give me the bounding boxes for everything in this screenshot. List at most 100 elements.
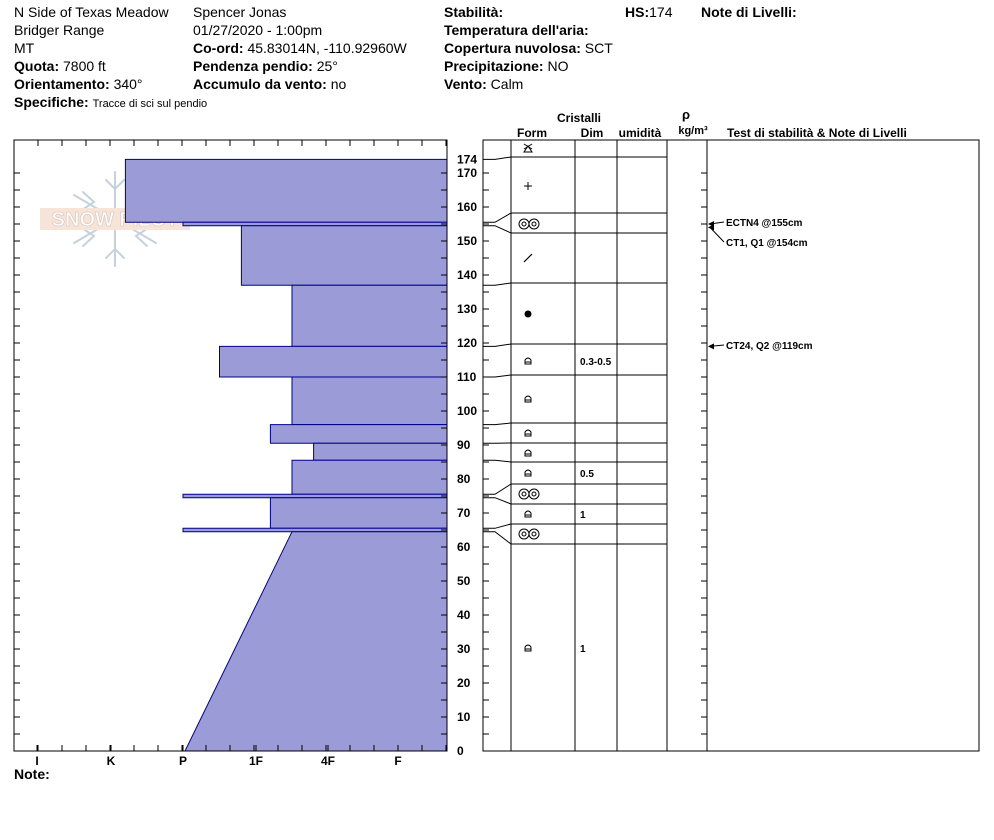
- grain-facet-icon: [524, 395, 532, 403]
- hardness-tick-label: 4F: [321, 754, 335, 768]
- hardness-bar: [291, 284, 448, 347]
- hoar-ring: [518, 218, 530, 230]
- layer-connector: [483, 459, 512, 463]
- grain-newsnow-icon: [524, 182, 532, 190]
- facet-shape: [524, 469, 532, 477]
- height-axis: 0 10 20 30 40 50 60 70 80 90 100 110 120 130 140 150 160…: [14, 152, 707, 758]
- precip-value: NO: [547, 58, 569, 74]
- hardness-profile: [124, 158, 448, 752]
- stability-tests: ECTN4 @155cm CT1, Q1 @154cm CT24, Q2 @119c…: [708, 218, 813, 352]
- hardness-bar: [219, 345, 448, 378]
- tests-header: Test di stabilità & Note di Livelli: [727, 126, 907, 140]
- grain-size-label: 1: [580, 644, 586, 655]
- elevation-value: 7800 ft: [63, 58, 106, 74]
- height-tick-label: 90: [457, 438, 471, 452]
- cross-b: [523, 143, 533, 150]
- aspect: Orientamento: 340°: [14, 75, 143, 93]
- coord-value: 45.83014N, -110.92960W: [247, 40, 407, 56]
- layer-connector: [483, 156, 512, 160]
- rho-header: ρ: [682, 107, 690, 122]
- layer-connector: [483, 483, 512, 495]
- layer-connector: [483, 225, 512, 234]
- hoar-ring: [528, 218, 540, 230]
- cloud-value: SCT: [584, 40, 613, 56]
- layer-connector: [483, 212, 512, 223]
- facet-shape: [524, 357, 532, 365]
- hoar-ring: [521, 221, 527, 227]
- hoar-ring: [528, 528, 540, 540]
- hardness-tick-label: I: [35, 754, 38, 768]
- density-header: kg/m³: [678, 125, 708, 137]
- wind-label: Vento:: [444, 76, 487, 92]
- observation-datetime: 01/27/2020 - 1:00pm: [193, 22, 323, 38]
- grain-facet-icon: [524, 469, 532, 477]
- range-name: Bridger Range: [14, 22, 105, 38]
- grain-size-label: 0.3-0.5: [580, 357, 612, 368]
- layer-connector: [483, 282, 512, 286]
- precipitation: Precipitazione: NO: [444, 57, 568, 75]
- test-arrow-icon: [708, 343, 714, 350]
- air-temperature: Temperatura dell'aria:: [444, 21, 589, 39]
- moisture-header: umidità: [619, 126, 662, 140]
- grain-surfacehoar-icon: [518, 218, 540, 230]
- layer-connector: [483, 497, 512, 505]
- observer-name: Spencer Jonas: [193, 4, 287, 20]
- height-tick-label: 60: [457, 540, 471, 554]
- hardness-bar: [182, 221, 448, 227]
- location-name: N Side of Texas Meadow: [14, 4, 169, 20]
- hardness-bar: [313, 442, 448, 461]
- rounds-dot: [524, 310, 532, 318]
- cloud-label: Copertura nuvolosa:: [444, 40, 581, 56]
- height-tick-label: 70: [457, 506, 471, 520]
- hardness-bar: [182, 493, 448, 499]
- hs-value: 174: [649, 4, 673, 20]
- hardness-axis: I K P 1F 4F F: [13, 140, 447, 768]
- hs-label: HS:: [625, 4, 650, 20]
- grain-decomposing-icon: [523, 143, 533, 153]
- triangle: [523, 145, 533, 153]
- stability: Stabilità:: [444, 3, 503, 21]
- wind-loading-label: Accumulo da vento:: [193, 76, 327, 92]
- slope-value: 25°: [316, 58, 338, 74]
- coordinates: Co-ord: 45.83014N, -110.92960W: [193, 39, 407, 57]
- hardness-bar: [269, 497, 448, 529]
- test-label: CT1, Q1 @154cm: [726, 238, 808, 249]
- height-tick-label: 40: [457, 608, 471, 622]
- layer-connector: [483, 523, 512, 529]
- grain-dot-icon: [524, 310, 532, 318]
- grain-facet-icon: [524, 644, 532, 652]
- hoar-ring: [518, 488, 530, 500]
- wind-loading-value: no: [330, 76, 347, 92]
- test-leader: [709, 227, 725, 243]
- hoar-ring: [531, 491, 537, 497]
- grain-facet-icon: [524, 449, 532, 457]
- hardness-tick-label: F: [394, 754, 401, 768]
- grain-surfacehoar-icon: [518, 528, 540, 540]
- precip-label: Precipitazione:: [444, 58, 544, 74]
- layer-boundaries: [483, 156, 667, 545]
- grain-size-label: 0.5: [580, 469, 594, 480]
- crystals-header: Cristalli: [557, 111, 601, 125]
- layer-connector: [483, 343, 512, 347]
- slope-label: Pendenza pendio:: [193, 58, 313, 74]
- state-name: MT: [14, 40, 35, 56]
- layer-connector: [483, 422, 512, 426]
- layer-connector: [483, 374, 512, 378]
- test-label: ECTN4 @155cm: [726, 218, 803, 229]
- hoar-ring: [531, 531, 537, 537]
- layer-notes-label: Note di Livelli:: [701, 4, 797, 20]
- facet-shape: [524, 644, 532, 652]
- elevation: Quota: 7800 ft: [14, 57, 106, 75]
- hardness-bar: [291, 459, 448, 495]
- form-header: Form: [517, 126, 547, 140]
- size-header: Dim: [581, 126, 604, 140]
- height-tick-label: 160: [457, 200, 477, 214]
- height-tick-label: 130: [457, 302, 477, 316]
- hardness-bar: [269, 424, 448, 444]
- stability-label: Stabilità:: [444, 4, 504, 20]
- height-tick-label: 150: [457, 234, 477, 248]
- height-tick-label: 174: [457, 152, 477, 166]
- wind-value: Calm: [490, 76, 524, 92]
- test-label: CT24, Q2 @119cm: [726, 341, 813, 352]
